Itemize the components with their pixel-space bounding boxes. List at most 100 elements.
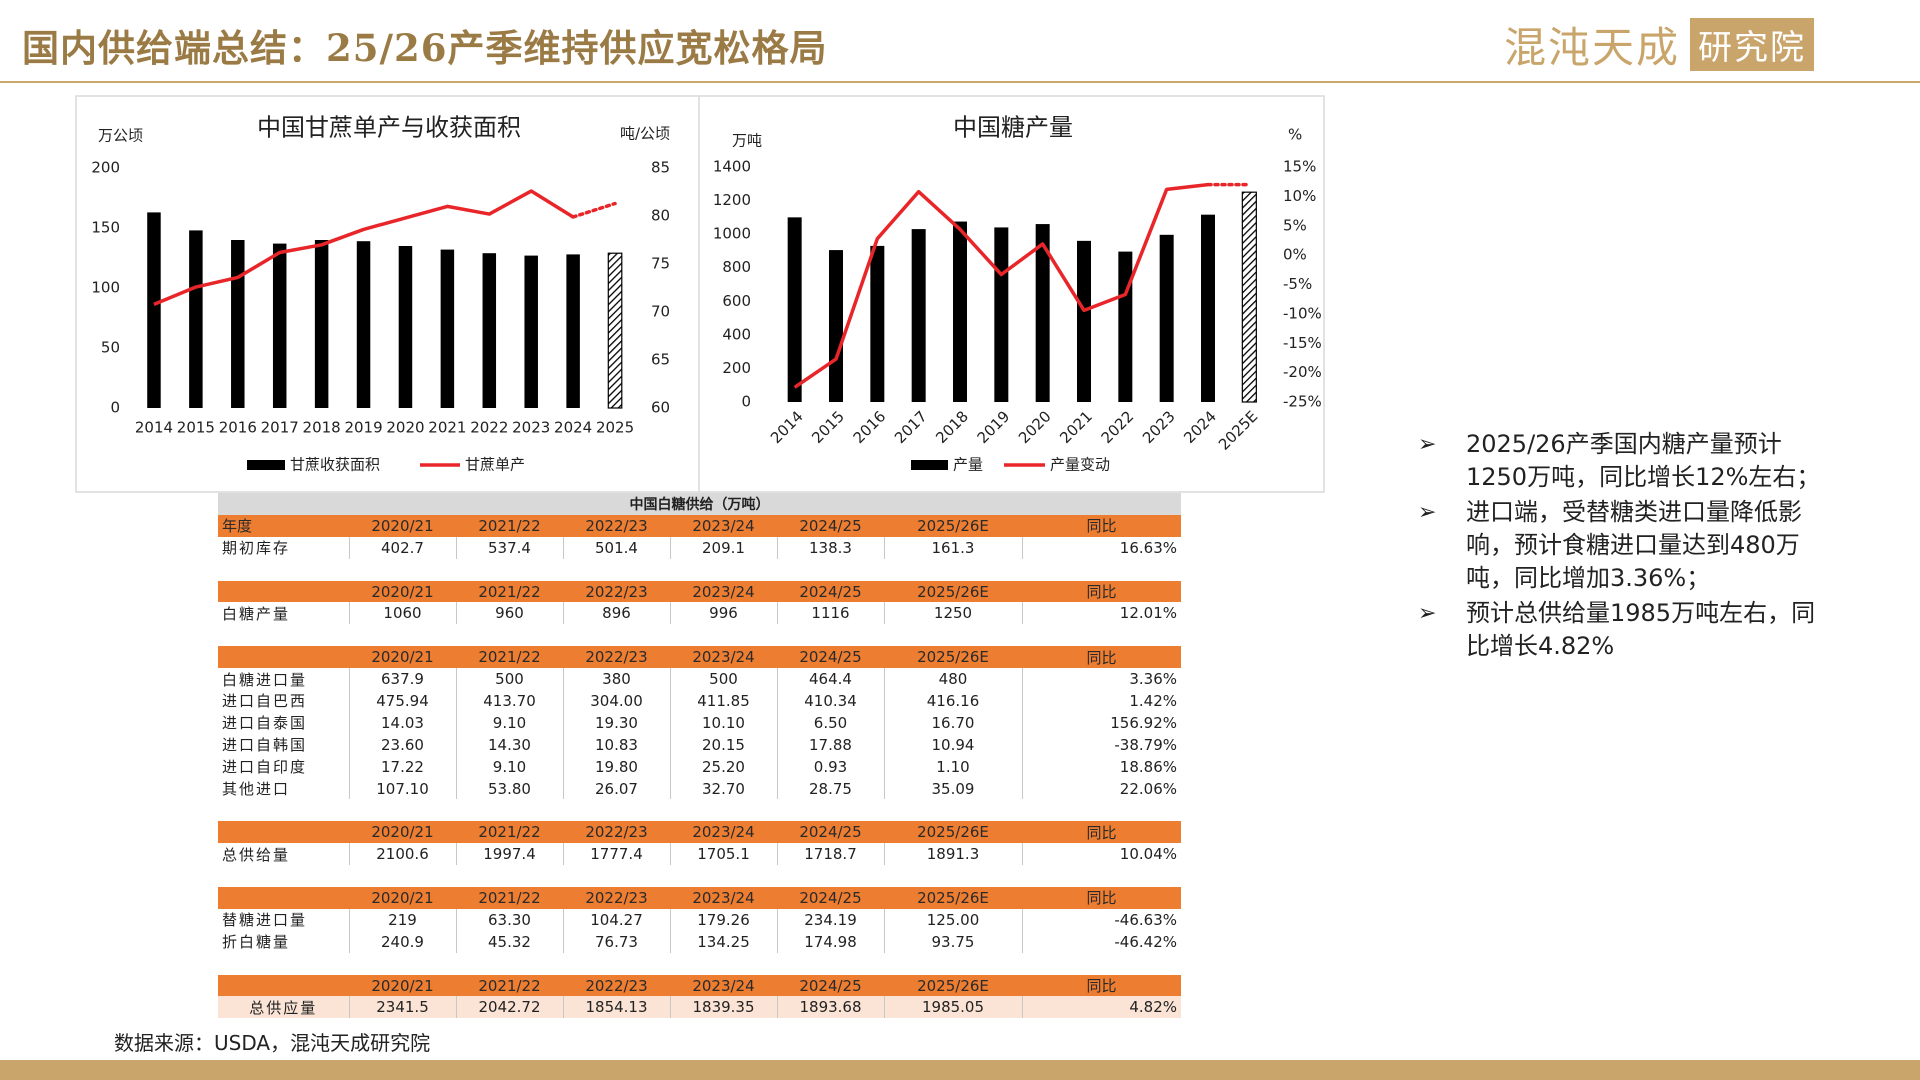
logo: 混沌天成 研究院 — [1504, 17, 1815, 72]
data-cell: 416.16 — [883, 690, 1022, 712]
spacer-row — [218, 799, 1181, 821]
header-cell: 2025/26E — [884, 646, 1022, 669]
data-cell: 411.85 — [669, 690, 777, 712]
header-cell: 2025/26E — [884, 974, 1022, 997]
header-row: 2020/21 2021/22 2022/23 2023/24 2024/25 2025/… — [218, 821, 1181, 844]
table: 中国白糖供给（万吨） 年度 2020/21 2021/22 2022/23 2023/24… — [218, 493, 1181, 1019]
row-label: 总供应量 — [218, 996, 349, 1019]
data-cell: 18.86% — [1021, 755, 1181, 778]
data-cell: 53.80 — [455, 777, 563, 800]
data-cell: 0.93 — [776, 755, 884, 778]
header-cell: 同比 — [1022, 821, 1181, 844]
header-cell: 同比 — [1022, 514, 1181, 537]
data-cell: 3.36% — [1021, 668, 1181, 691]
y2-tick-label: -20% — [1283, 363, 1322, 381]
y2-tick-label: 70 — [651, 303, 670, 321]
spacer-cell — [218, 799, 1181, 821]
data-cell: 14.03 — [348, 711, 456, 734]
data-cell: 2100.6 — [348, 843, 456, 866]
row-label: 进口自巴西 — [222, 692, 308, 711]
header-cell: 2024/25 — [777, 580, 884, 603]
y2-axis-unit: 吨/公顷 — [620, 125, 670, 143]
data-cell: 501.4 — [562, 536, 670, 559]
data-cell: 10.04% — [1021, 843, 1181, 866]
y2-tick-label: 10% — [1283, 187, 1316, 205]
header-cell: 2020/21 — [349, 887, 456, 909]
header-cell: 年度 — [218, 514, 349, 537]
data-cell: 107.10 — [348, 777, 456, 800]
bar — [356, 241, 371, 408]
y2-tick-label: -15% — [1283, 334, 1322, 352]
logo-name: 混沌天成 — [1504, 22, 1681, 72]
row-label: 进口自印度 — [222, 758, 308, 777]
legend-label: 产量 — [953, 456, 983, 474]
data-cell: 19.80 — [562, 755, 670, 778]
row-label: 总供给量 — [222, 845, 291, 864]
data-row: 进口自巴西 475.94 413.70 304.00 411.85 410.34 416.1… — [218, 690, 1181, 712]
header-cell: 2023/24 — [670, 514, 777, 537]
data-row: 总供给量 2100.6 1997.4 1777.4 1705.1 1718.7 1891.3… — [218, 843, 1181, 866]
y-tick-label: 0 — [110, 399, 120, 417]
header-cell: 2021/22 — [456, 821, 563, 844]
bar — [1118, 251, 1133, 402]
data-row: 折白糖量 240.9 45.32 76.73 134.25 174.98 93.75 -46.… — [218, 930, 1181, 953]
row-label: 白糖进口量 — [222, 670, 308, 689]
data-cell: 240.9 — [348, 930, 456, 953]
y-tick-label: 800 — [722, 258, 751, 276]
data-cell: 209.1 — [669, 536, 777, 559]
data-cell: 1.10 — [883, 755, 1022, 778]
row-label: 白糖产量 — [222, 604, 291, 623]
bar — [440, 249, 455, 408]
bar — [829, 250, 843, 402]
data-cell: 500 — [669, 668, 777, 691]
data-cell: 464.4 — [776, 668, 884, 691]
data-cell: 1116 — [776, 602, 884, 625]
line — [793, 182, 1209, 389]
row-label: 进口自泰国 — [222, 714, 308, 733]
data-cell: 76.73 — [562, 930, 670, 953]
data-cell: 179.26 — [669, 908, 777, 931]
header-cell — [218, 887, 349, 909]
data-cell: 1985.05 — [883, 996, 1022, 1019]
forecast-line — [571, 201, 617, 219]
header-cell: 2023/24 — [670, 646, 777, 669]
header-cell: 2021/22 — [456, 646, 563, 669]
data-cell: 12.01% — [1021, 602, 1181, 625]
data-cell: 28.75 — [776, 777, 884, 800]
x-tick-label: 2020 — [386, 419, 424, 437]
bullet: 2025/26产季国内糖产量预计1250万吨，同比增长12%左右； — [1418, 428, 1828, 494]
x-tick-label: 2014 — [135, 419, 173, 437]
x-tick-label: 2015 — [177, 419, 215, 437]
bar — [566, 254, 580, 408]
data-cell: 138.3 — [776, 536, 884, 559]
data-cell: 996 — [669, 602, 777, 625]
bar — [231, 240, 245, 408]
data-cell: 10.10 — [669, 711, 777, 734]
header-cell: 2023/24 — [670, 887, 777, 909]
data-cell: 500 — [455, 668, 563, 691]
bar — [911, 229, 926, 402]
bar — [482, 253, 497, 408]
data-cell: 413.70 — [455, 690, 563, 712]
data-row: 进口自泰国 14.03 9.10 19.30 10.10 6.50 16.70 156.92% — [218, 711, 1181, 734]
bar — [1077, 240, 1091, 402]
header-row: 年度 2020/21 2021/22 2022/23 2023/24 2024/25 202… — [218, 514, 1181, 537]
header-cell: 2020/21 — [349, 514, 456, 537]
bullet: 进口端，受替糖类进口量降低影响，预计食糖进口量达到480万吨，同比增加3.36%… — [1418, 496, 1828, 595]
data-cell: 161.3 — [883, 536, 1022, 559]
spacer-cell — [218, 865, 1181, 887]
row-label: 其他进口 — [222, 780, 291, 799]
header-cell: 2025/26E — [884, 514, 1022, 537]
y2-tick-label: 0% — [1283, 246, 1307, 264]
data-cell: 23.60 — [348, 733, 456, 756]
table-title-row: 中国白糖供给（万吨） — [218, 493, 1181, 515]
x-tick-label: 2016 — [219, 419, 257, 437]
data-cell: 1250 — [883, 602, 1022, 625]
data-cell: 14.30 — [455, 733, 563, 756]
data-cell: 9.10 — [455, 755, 563, 778]
data-cell: 1705.1 — [669, 843, 777, 866]
legend-label: 产量变动 — [1050, 456, 1110, 474]
header-row: 2020/21 2021/22 2022/23 2023/24 2024/25 2025/… — [218, 580, 1181, 603]
y-tick-label: 50 — [101, 339, 120, 357]
data-cell: 1.42% — [1021, 690, 1181, 712]
